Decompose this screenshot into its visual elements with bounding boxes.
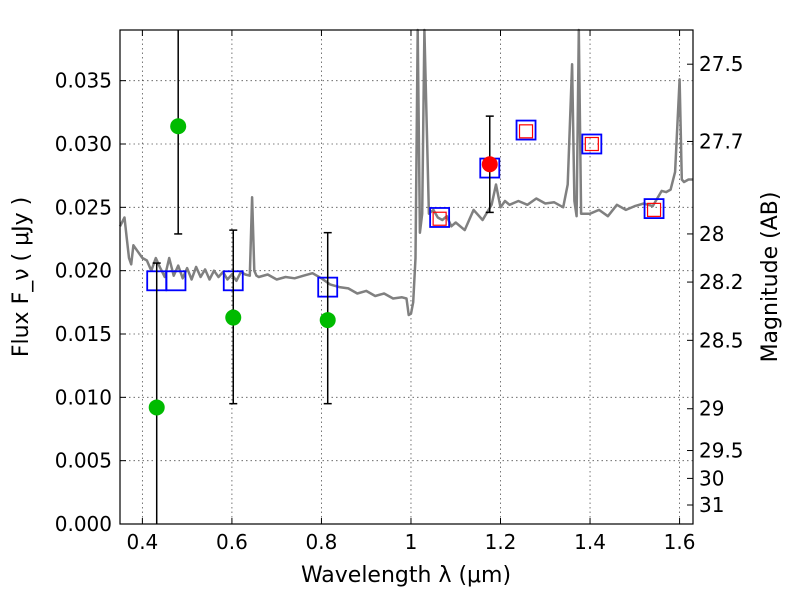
- sed-line-layer: [118, 28, 693, 317]
- y-tick-label: 0.005: [55, 449, 112, 473]
- mag-tick-label: 28.2: [699, 270, 744, 294]
- mag-tick-label: 30: [699, 466, 724, 490]
- y-tick-label: 0.030: [55, 132, 112, 156]
- y-axis-right-label: Magnitude (AB): [758, 192, 783, 363]
- mag-tick-label: 27.5: [699, 52, 744, 76]
- mag-tick-label: 27.7: [699, 129, 744, 153]
- y-tick-label: 0.010: [55, 385, 112, 409]
- marker-layer: [146, 30, 665, 524]
- mag-tick-label: 31: [699, 493, 724, 517]
- detection-point: [481, 156, 498, 173]
- sed-model-line: [118, 28, 693, 317]
- y-tick-label: 0.035: [55, 69, 112, 93]
- x-tick-label: 1.4: [574, 530, 606, 554]
- x-tick-label: 1: [405, 530, 418, 554]
- observed-point: [148, 399, 165, 416]
- mag-tick-label: 28.5: [699, 328, 744, 352]
- observed-point: [225, 309, 242, 326]
- model-square-marker: [429, 207, 451, 228]
- observed-point: [170, 118, 187, 135]
- model-square-marker: [643, 198, 665, 220]
- mag-tick-label: 29.5: [699, 439, 744, 463]
- plot-frame: [119, 29, 694, 525]
- observed-point: [319, 312, 336, 329]
- y-tick-label: 0.025: [55, 195, 112, 219]
- observed-square-marker: [584, 136, 599, 152]
- y-tick-label: 0.020: [55, 259, 112, 283]
- model-square-marker: [581, 133, 603, 155]
- x-tick-label: 0.4: [126, 530, 158, 554]
- model-square-marker: [165, 270, 187, 292]
- x-tick-label: 0.8: [306, 530, 338, 554]
- y-tick-label: 0.015: [55, 322, 112, 346]
- tick-layer: 0.4 0.6 0.8 1 1.2 1.4 1.6 0.000 0.005 0.010 0.015 0…: [55, 30, 744, 554]
- y-axis-label: Flux F_ν ( μJy ): [9, 197, 34, 357]
- x-tick-label: 0.6: [216, 530, 248, 554]
- mag-tick-label: 29: [699, 397, 724, 421]
- x-axis-label: Wavelength λ (μm): [301, 563, 511, 588]
- mag-tick-label: 28: [699, 222, 724, 246]
- model-square-marker: [515, 119, 537, 141]
- observed-square-marker: [432, 211, 447, 226]
- observed-square-marker: [646, 202, 662, 217]
- observed-square-marker: [518, 124, 534, 139]
- x-tick-label: 1.6: [664, 530, 696, 554]
- x-tick-label: 1.2: [485, 530, 517, 554]
- grid-lines: [120, 30, 693, 525]
- y-tick-label: 0.000: [55, 512, 112, 536]
